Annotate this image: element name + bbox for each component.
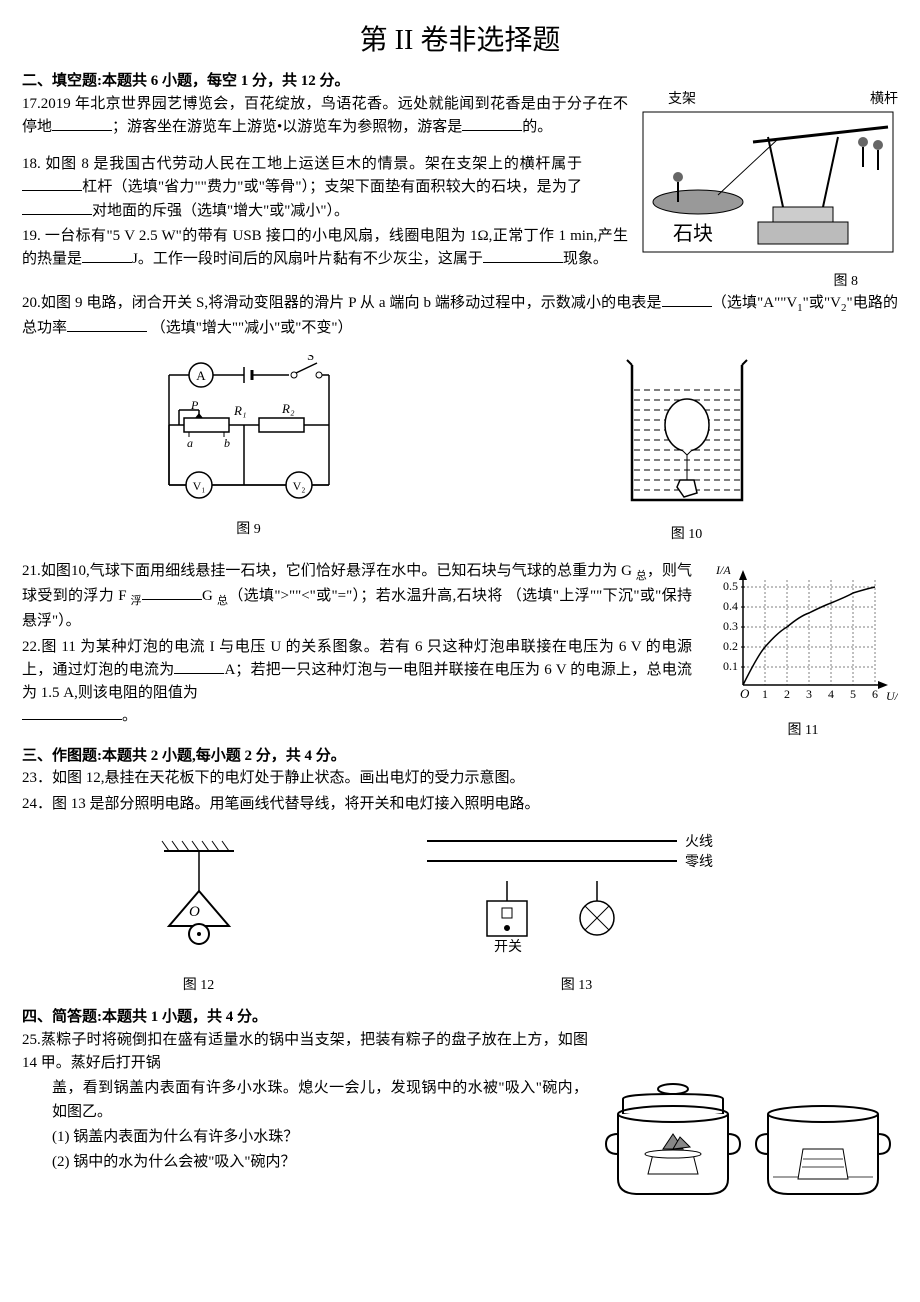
svg-text:A: A	[196, 368, 206, 383]
svg-text:O: O	[189, 904, 200, 920]
q19-t2: J。工作一段时间后的风扇叶片黏有不少灰尘，这属于	[132, 251, 483, 267]
figure-13-label: 图 13	[417, 975, 737, 996]
blank	[22, 705, 122, 720]
q22-t3: 。	[122, 708, 137, 724]
svg-text:V₂: V₂	[292, 479, 305, 493]
q20-t2b: "或"V	[803, 295, 841, 311]
figure-9-label: 图 9	[149, 519, 349, 540]
figure-10-beaker	[602, 355, 772, 515]
svg-text:0.2: 0.2	[723, 639, 738, 653]
svg-text:I/A: I/A	[715, 563, 731, 577]
q20-t1: 如图 9 电路，闭合开关 S,将滑动变阻器的滑片 P 从 a 端向 b 端移动过…	[41, 295, 662, 311]
blank	[67, 317, 147, 332]
question-20: 20.如图 9 电路，闭合开关 S,将滑动变阻器的滑片 P 从 a 端向 b 端…	[22, 292, 898, 340]
fig8-label-支架: 支架	[668, 89, 696, 110]
q18-t2: 杠杆（选填"省力""费力"或"等骨"）；支架下面垫有面积较大的石块，是为了	[82, 179, 582, 195]
svg-text:0.3: 0.3	[723, 619, 738, 633]
svg-text:P: P	[190, 398, 199, 412]
figure-14-pots	[598, 1059, 898, 1209]
q20-t2: （选填"A""V	[712, 295, 798, 311]
svg-text:0.5: 0.5	[723, 579, 738, 593]
blank	[174, 659, 224, 674]
q24-text: 图 13 是部分照明电路。用笔画线代替导线，将开关和电灯接入照明电路。	[52, 796, 540, 812]
svg-text:S: S	[307, 355, 314, 363]
q20-t3: （选填"增大""减小"或"不变"）	[147, 320, 353, 336]
q21-t3: G	[202, 588, 217, 604]
q18-t1: 如图 8 是我国古代劳动人民在工地上运送巨木的情景。架在支架上的横杆属于	[41, 156, 582, 172]
q21-t1: 如图10,气球下面用细线悬挂一石块，它们恰好悬浮在水中。已知石块与气球的总重力为…	[41, 563, 636, 579]
svg-text:0.1: 0.1	[723, 659, 738, 673]
q17-num: 17.	[22, 96, 41, 112]
svg-text:5: 5	[850, 687, 856, 701]
section4-header: 四、简答题:本题共 1 小题，共 4 分。	[22, 1006, 898, 1029]
svg-text:R₂: R₂	[281, 401, 295, 416]
question-22: 22.图 11 为某种灯泡的电流 I 与电压 U 的关系图象。若有 6 只这种灯…	[22, 636, 692, 729]
figure-11-label: 图 11	[708, 720, 898, 741]
svg-text:U/V: U/V	[886, 689, 898, 703]
blank	[22, 200, 92, 215]
svg-text:零线: 零线	[685, 854, 713, 870]
figure-13-circuit: 火线 零线 开关	[417, 826, 737, 966]
svg-text:0.4: 0.4	[723, 599, 738, 613]
figure-8-label: 图 8	[638, 271, 898, 292]
svg-text:a: a	[187, 436, 193, 450]
svg-text:开关: 开关	[494, 939, 522, 955]
svg-text:火线: 火线	[685, 834, 713, 850]
section3-header: 三、作图题:本题共 2 小题,每小题 2 分，共 4 分。	[22, 745, 898, 768]
blank	[82, 248, 132, 263]
svg-text:V₁: V₁	[192, 479, 205, 493]
svg-text:R₁: R₁	[233, 403, 246, 418]
blank	[22, 176, 82, 191]
svg-text:2: 2	[784, 687, 790, 701]
svg-text:3: 3	[806, 687, 812, 701]
blank	[662, 292, 712, 307]
svg-text:O: O	[740, 686, 750, 701]
question-24: 24．图 13 是部分照明电路。用笔画线代替导线，将开关和电灯接入照明电路。	[22, 793, 898, 816]
fig8-label-石块: 石块	[673, 219, 713, 249]
q24-num: 24．	[22, 796, 52, 812]
question-21: 21.如图10,气球下面用细线悬挂一石块，它们恰好悬浮在水中。已知石块与气球的总…	[22, 560, 692, 633]
figure-12-lamp: O	[144, 836, 254, 966]
svg-text:b: b	[224, 436, 230, 450]
blank	[142, 585, 202, 600]
figure-11-chart: 0.5 0.4 0.3 0.2 0.1 1 2 3 4 5 6 O U/V I/A	[708, 560, 898, 710]
q25-num: 25.	[22, 1032, 41, 1048]
svg-text:1: 1	[762, 687, 768, 701]
q18-num: 18.	[22, 156, 41, 172]
q20-num: 20.	[22, 295, 41, 311]
q23-text: 如图 12,悬挂在天花板下的电灯处于静止状态。画出电灯的受力示意图。	[52, 770, 525, 786]
q18-t3: 对地面的斥强（选填"增大"或"减小"）。	[92, 203, 349, 219]
q22-num: 22.	[22, 639, 41, 655]
q21-num: 21.	[22, 563, 41, 579]
q23-num: 23．	[22, 770, 52, 786]
q19-num: 19.	[22, 228, 41, 244]
q17-t3: 的。	[522, 119, 552, 135]
blank	[462, 116, 522, 131]
figure-10-label: 图 10	[602, 524, 772, 545]
page-title: 第 II 卷非选择题	[22, 20, 898, 62]
q19-t3: 现象。	[563, 251, 608, 267]
figure-12-label: 图 12	[144, 975, 254, 996]
fig8-label-横杆: 横杆	[870, 89, 898, 110]
q17-t2: ；游客坐在游览车上游览•以游览车为参照物，游客是	[112, 119, 462, 135]
svg-text:6: 6	[872, 687, 878, 701]
figure-9-circuit: A S P R₁ R₂ a b	[149, 355, 349, 510]
blank	[483, 248, 563, 263]
question-18: 18. 如图 8 是我国古代劳动人民在工地上运送巨木的情景。架在支架上的横杆属于…	[22, 153, 582, 223]
question-23: 23．如图 12,悬挂在天花板下的电灯处于静止状态。画出电灯的受力示意图。	[22, 767, 898, 790]
q25-t1: 蒸粽子时将碗倒扣在盛有适量水的锅中当支架，把装有粽子的盘子放在上方，如图 14 …	[22, 1032, 588, 1071]
blank	[52, 116, 112, 131]
svg-text:4: 4	[828, 687, 834, 701]
